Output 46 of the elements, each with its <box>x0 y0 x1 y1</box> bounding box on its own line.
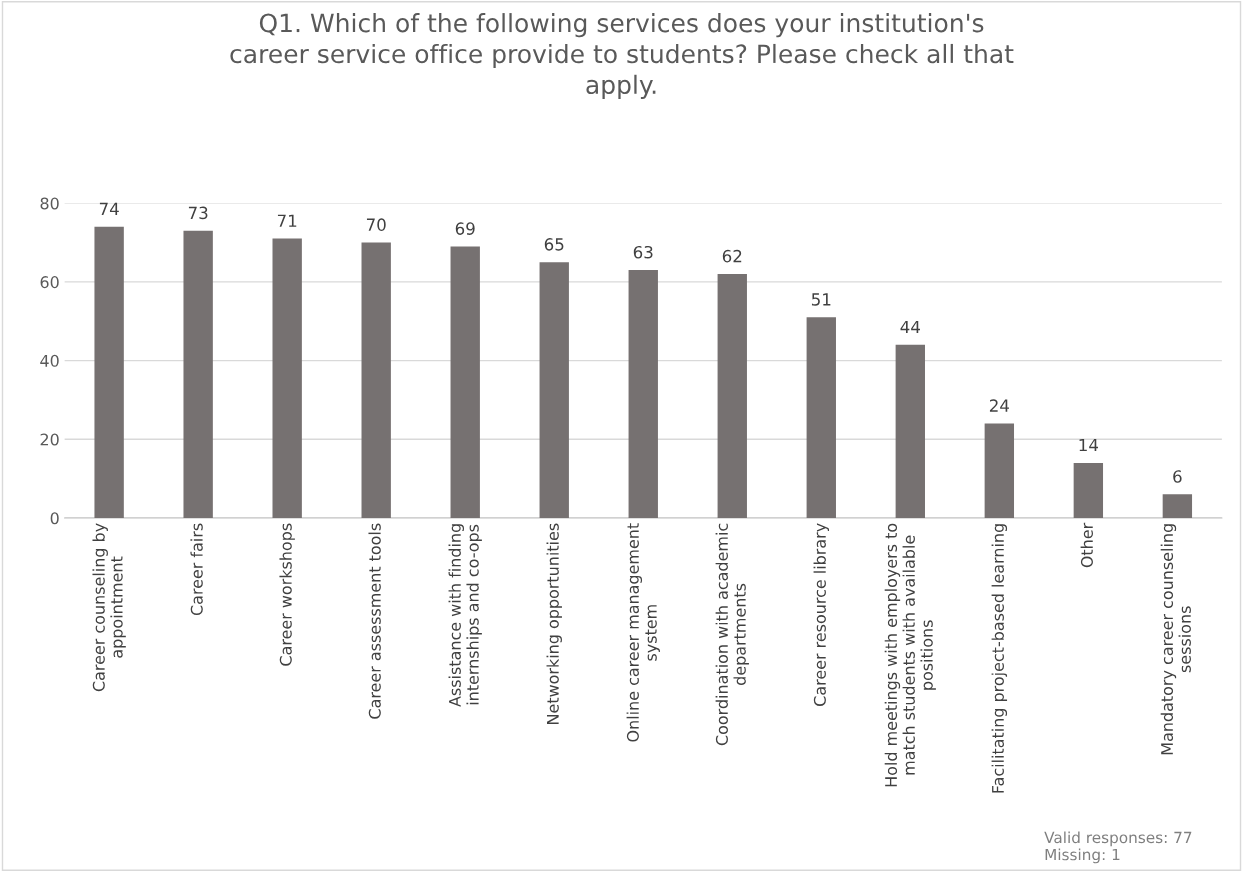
bar <box>361 242 391 518</box>
bar <box>94 226 124 518</box>
y-tick-label: 80 <box>40 197 59 210</box>
data-label: 74 <box>99 202 119 215</box>
x-tick-label: Career counseling by appointment <box>92 523 126 692</box>
data-label: 44 <box>900 320 920 334</box>
x-tick-label: Online career management system <box>626 523 660 742</box>
data-label: 63 <box>633 245 653 259</box>
text: Valid responses: 77 Missing: 1 <box>1044 831 1192 864</box>
x-tick-label: Hold meetings with employers to match students with available positions <box>884 523 936 787</box>
bar <box>1073 462 1104 518</box>
data-label: 69 <box>455 222 475 235</box>
y-tick-label: 40 <box>40 354 59 367</box>
data-label: 14 <box>1079 438 1099 452</box>
bar <box>717 274 747 518</box>
bar <box>539 262 569 518</box>
bar <box>984 423 1015 518</box>
x-tick-label: Career assessment tools <box>368 523 381 719</box>
x-tick-label: Career fairs <box>190 523 203 616</box>
y-tick-label: 0 <box>50 512 59 525</box>
x-tick-label: Coordination with academic departments <box>715 523 749 746</box>
x-tick-label: Career workshops <box>279 523 295 666</box>
bar <box>1162 494 1193 518</box>
bar <box>628 270 658 518</box>
data-label: 70 <box>366 218 386 231</box>
data-label: 6 <box>1173 470 1182 483</box>
x-tick-label: Facilitating project-based learning <box>991 524 1008 793</box>
y-tick-label: 20 <box>40 433 59 446</box>
bar <box>450 246 480 518</box>
x-tick-label: Other <box>1080 522 1093 568</box>
x-tick-label: Networking opportunities <box>546 523 562 724</box>
x-tick-label: Career resource library <box>813 523 830 706</box>
data-label: 65 <box>544 238 564 251</box>
data-label: 62 <box>722 249 742 263</box>
data-label: 24 <box>989 399 1009 412</box>
data-label: 51 <box>811 293 831 306</box>
data-label: 71 <box>277 214 297 227</box>
bar <box>272 238 302 518</box>
data-label: 73 <box>188 206 208 220</box>
bar <box>183 230 213 518</box>
x-tick-label: Assistance with finding internships and co-ops <box>448 524 482 707</box>
bar <box>806 317 836 518</box>
chart-title: Q1. Which of the following services does your institution's career service office provide to students? Please check all that apply. <box>230 13 1014 99</box>
y-tick-label: 60 <box>40 276 59 289</box>
x-tick-label: Mandatory career counseling sessions <box>1160 524 1191 755</box>
bar <box>895 344 925 518</box>
